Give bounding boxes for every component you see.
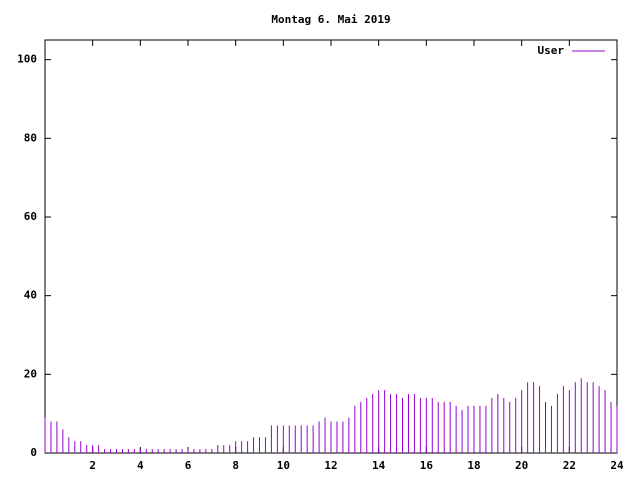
y-tick-label: 80 <box>24 131 37 144</box>
y-tick-label: 60 <box>24 210 37 223</box>
y-tick-label: 20 <box>24 367 37 380</box>
x-tick-label: 14 <box>372 459 386 472</box>
legend-label: User <box>538 44 565 57</box>
y-tick-label: 100 <box>17 53 37 66</box>
x-tick-label: 18 <box>467 459 480 472</box>
x-tick-label: 2 <box>89 459 96 472</box>
chart-title: Montag 6. Mai 2019 <box>271 13 390 26</box>
x-tick-label: 4 <box>137 459 144 472</box>
x-tick-label: 8 <box>232 459 239 472</box>
x-tick-label: 6 <box>185 459 192 472</box>
y-tick-label: 0 <box>30 446 37 459</box>
y-tick-label: 40 <box>24 289 37 302</box>
x-tick-label: 20 <box>515 459 528 472</box>
x-tick-label: 22 <box>563 459 576 472</box>
x-tick-label: 16 <box>420 459 434 472</box>
x-tick-label: 24 <box>610 459 624 472</box>
x-tick-label: 10 <box>277 459 290 472</box>
plot-border <box>44 39 618 454</box>
x-tick-label: 12 <box>324 459 337 472</box>
